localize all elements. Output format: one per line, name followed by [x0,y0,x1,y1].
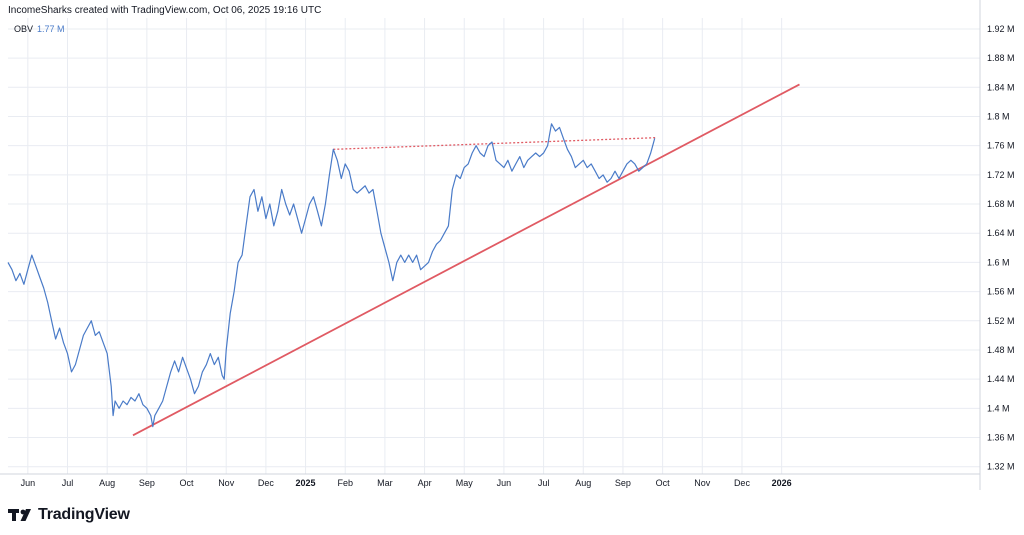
x-tick-label: Oct [180,478,195,488]
y-tick-label: 1.4 M [987,403,1010,413]
y-tick-label: 1.76 M [987,141,1015,151]
y-tick-label: 1.32 M [987,462,1015,472]
resistance-trendline [333,137,657,150]
trendlines [132,83,800,437]
support-trendline [132,83,800,437]
x-tick-label: 2025 [296,478,316,488]
x-tick-label: May [456,478,474,488]
x-tick-label: Dec [258,478,275,488]
y-tick-label: 1.8 M [987,111,1010,121]
x-tick-label: Sep [139,478,155,488]
indicator-legend[interactable]: OBV 1.77 M [14,24,65,34]
x-tick-label: 2026 [772,478,792,488]
y-tick-label: 1.88 M [987,53,1015,63]
x-tick-label: Dec [734,478,751,488]
time-axis[interactable]: Jun Jul Aug Sep Oct Nov Dec 2025 Feb Mar Apr May Jun… [21,478,792,488]
grid [8,18,980,474]
x-tick-label: Sep [615,478,631,488]
obv-series-line [7,123,656,428]
y-tick-label: 1.56 M [987,287,1015,297]
price-axis[interactable]: 1.32 M 1.36 M 1.4 M 1.44 M 1.48 M 1.52 M 1.56 … [987,24,1015,472]
x-tick-label: Aug [575,478,591,488]
y-tick-label: 1.84 M [987,82,1015,92]
y-tick-label: 1.52 M [987,316,1015,326]
x-tick-label: Nov [694,478,711,488]
y-tick-label: 1.64 M [987,228,1015,238]
indicator-value: 1.77 M [37,24,65,34]
tradingview-logo-icon [8,509,31,521]
x-tick-label: Feb [337,478,353,488]
chart-caption: IncomeSharks created with TradingView.co… [8,5,322,16]
x-tick-label: Jul [62,478,74,488]
y-tick-label: 1.92 M [987,24,1015,34]
y-tick-label: 1.6 M [987,257,1010,267]
y-tick-label: 1.72 M [987,170,1015,180]
y-tick-label: 1.36 M [987,433,1015,443]
x-tick-label: Mar [377,478,393,488]
x-tick-label: Oct [656,478,671,488]
x-tick-label: Jun [21,478,36,488]
y-tick-label: 1.48 M [987,345,1015,355]
tradingview-logo-text: TradingView [38,506,130,523]
indicator-name: OBV [14,24,34,34]
tradingview-logo: TradingView [8,505,130,525]
y-tick-label: 1.68 M [987,199,1015,209]
x-tick-label: Apr [418,478,432,488]
y-tick-label: 1.44 M [987,374,1015,384]
x-tick-label: Jul [538,478,550,488]
x-tick-label: Aug [99,478,115,488]
x-tick-label: Jun [497,478,512,488]
x-tick-label: Nov [218,478,235,488]
